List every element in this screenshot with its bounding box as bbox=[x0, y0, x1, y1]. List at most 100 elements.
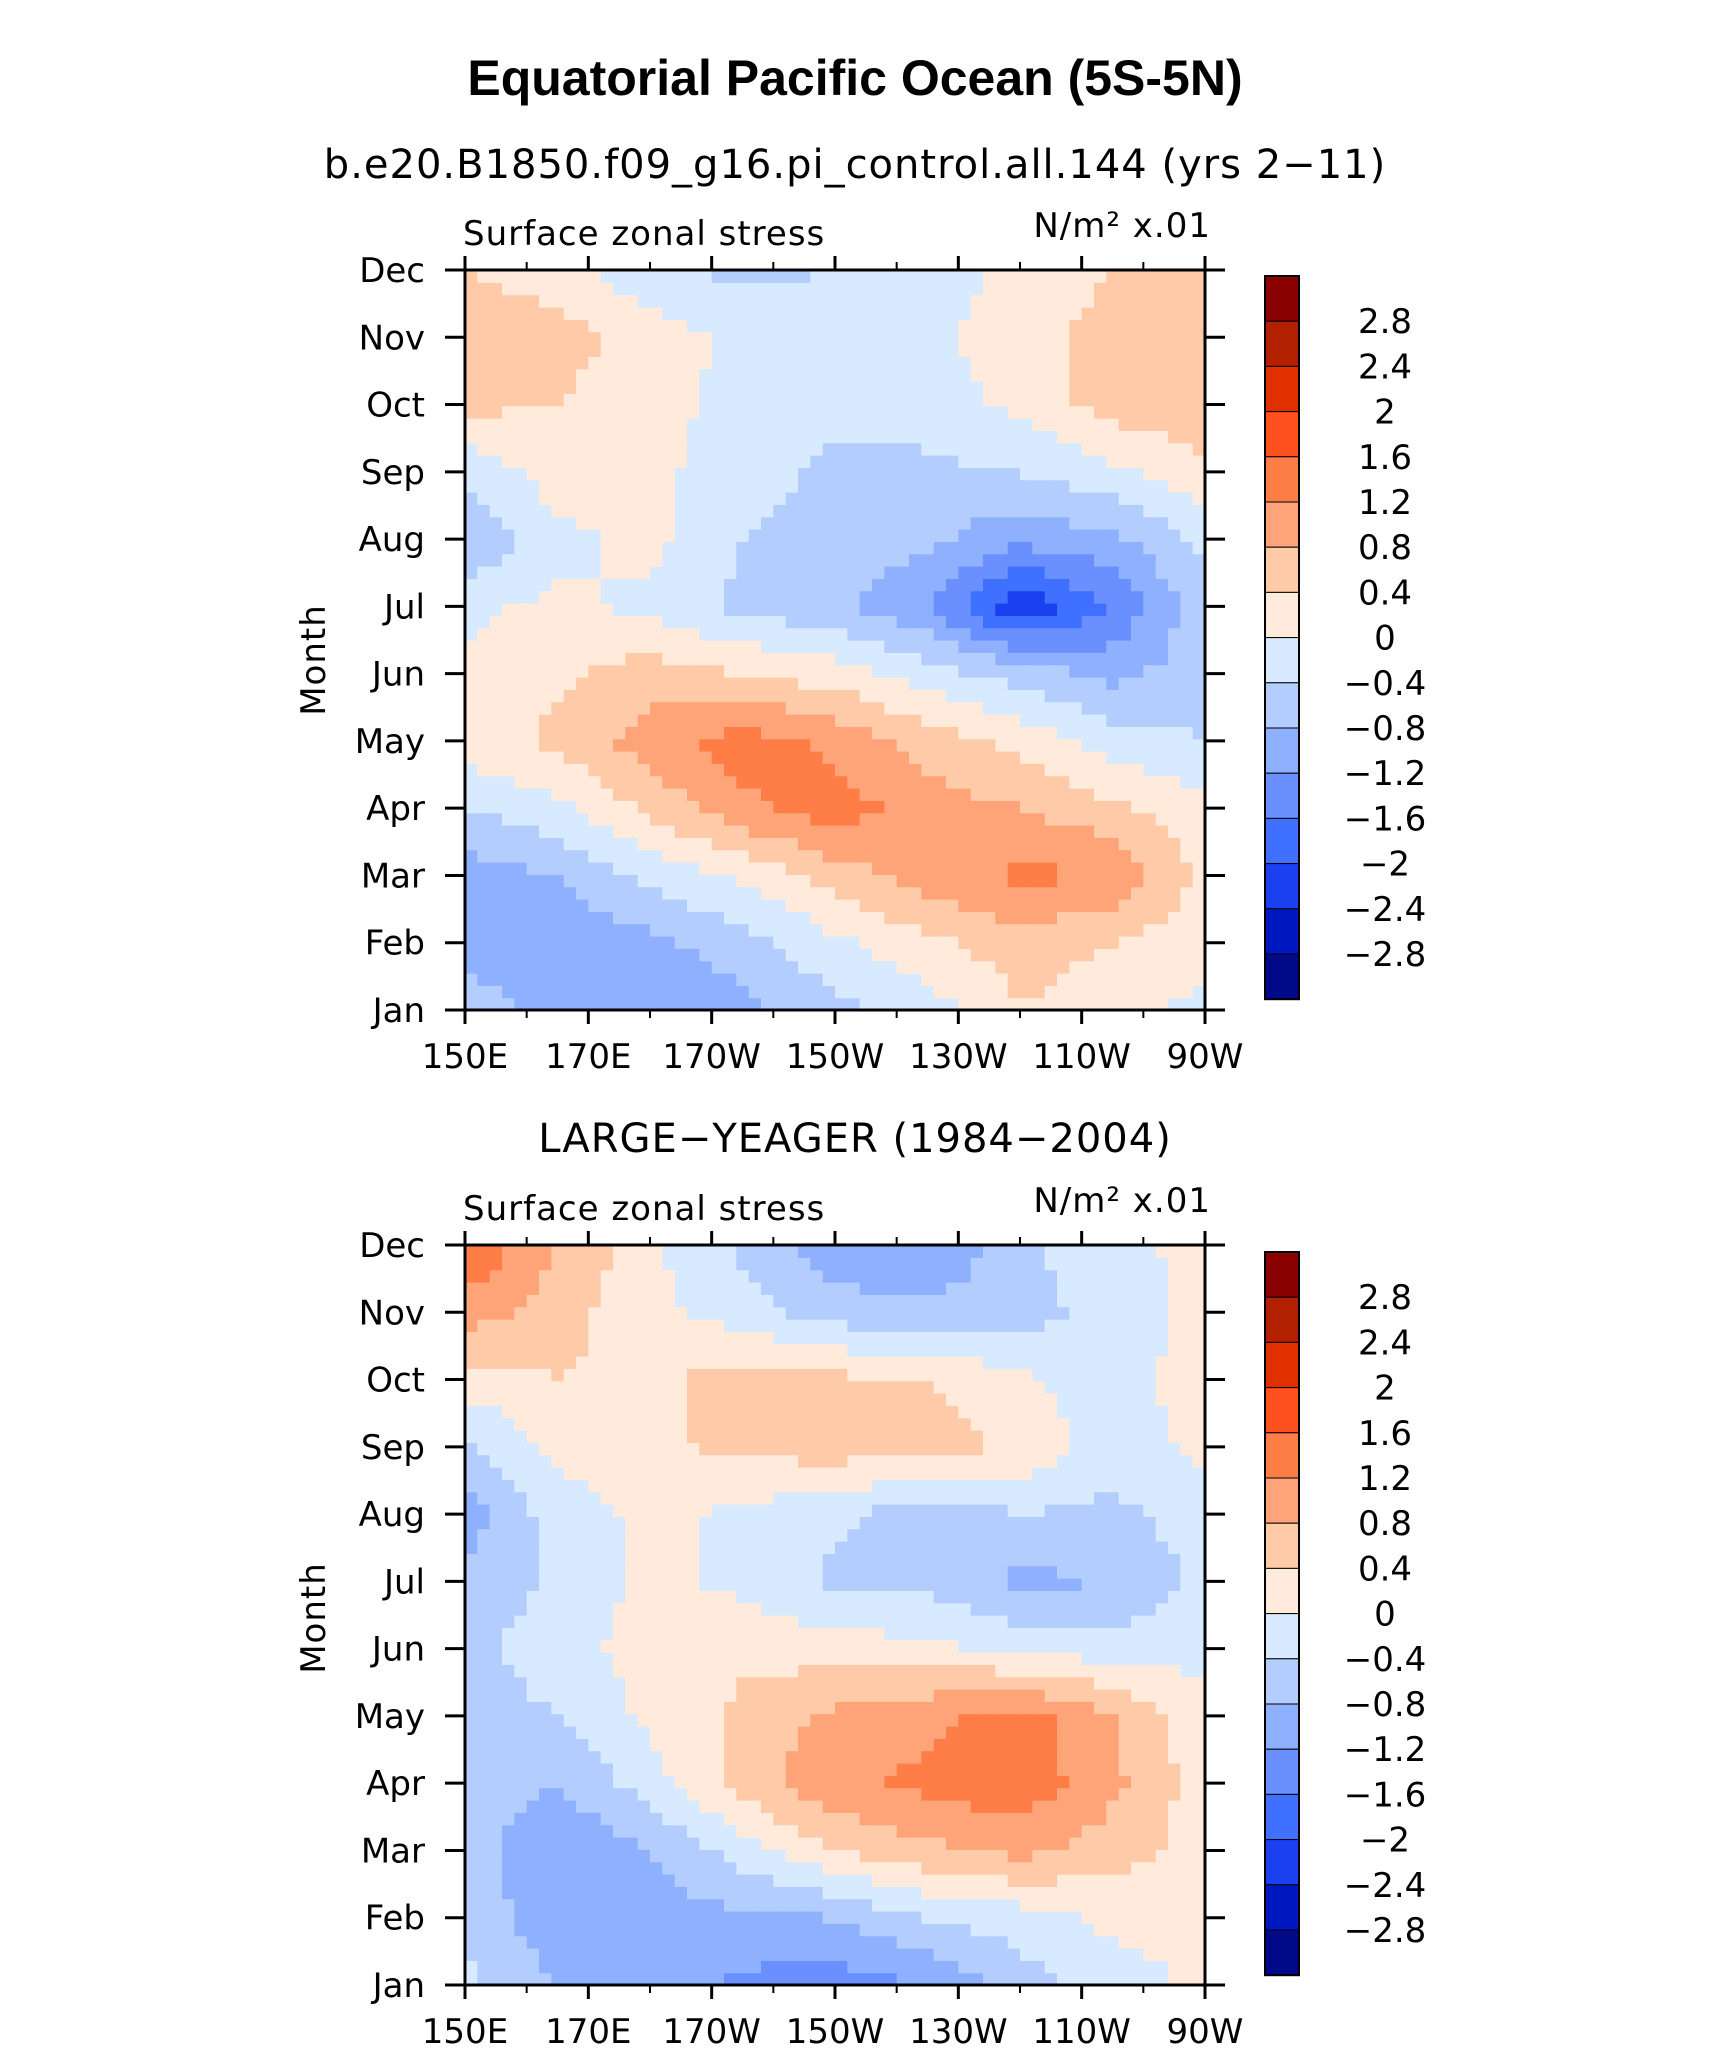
heatmap-cell bbox=[835, 270, 848, 283]
heatmap-cell bbox=[773, 652, 787, 666]
heatmap-cell bbox=[637, 1898, 651, 1912]
heatmap-cell bbox=[637, 504, 651, 518]
heatmap-cell bbox=[785, 997, 799, 1011]
heatmap-cell bbox=[872, 294, 885, 308]
heatmap-cell bbox=[1057, 467, 1070, 481]
heatmap-cell bbox=[884, 936, 898, 949]
heatmap-cell bbox=[785, 837, 799, 851]
heatmap-cell bbox=[625, 356, 639, 370]
heatmap-cell bbox=[761, 492, 774, 505]
heatmap-cell bbox=[859, 714, 873, 727]
heatmap-cell bbox=[835, 368, 848, 382]
heatmap-cell bbox=[526, 738, 540, 752]
heatmap-cell bbox=[921, 590, 935, 604]
heatmap-cell bbox=[600, 1738, 614, 1752]
heatmap-cell bbox=[477, 948, 491, 962]
heatmap-cell bbox=[1118, 603, 1132, 616]
heatmap-cell bbox=[1032, 997, 1046, 1011]
heatmap-cell bbox=[822, 307, 836, 320]
heatmap-cell bbox=[995, 899, 1009, 912]
heatmap-cell bbox=[576, 455, 589, 468]
heatmap-cell bbox=[761, 763, 774, 777]
heatmap-cell bbox=[514, 862, 528, 875]
heatmap-cell bbox=[1180, 973, 1194, 986]
heatmap-cell bbox=[1143, 664, 1157, 678]
heatmap-cell bbox=[983, 812, 996, 826]
heatmap-cell bbox=[859, 1763, 873, 1776]
heatmap-cell bbox=[576, 1948, 589, 1961]
heatmap-cell bbox=[970, 1763, 984, 1776]
heatmap-cell bbox=[835, 788, 848, 801]
heatmap-cell bbox=[884, 319, 898, 333]
heatmap-cell bbox=[1155, 1972, 1169, 1986]
heatmap-cell bbox=[1168, 405, 1181, 419]
heatmap-cell bbox=[835, 874, 848, 888]
heatmap-cell bbox=[1118, 344, 1132, 357]
heatmap-cell bbox=[662, 553, 676, 567]
heatmap-cell bbox=[896, 701, 910, 715]
heatmap-cell bbox=[970, 923, 984, 937]
heatmap-cell bbox=[489, 948, 503, 962]
heatmap-cell bbox=[933, 467, 947, 481]
heatmap-cell bbox=[810, 1886, 824, 1900]
heatmap-cell bbox=[1081, 960, 1095, 974]
heatmap-cell bbox=[1106, 862, 1120, 875]
heatmap-cell bbox=[798, 751, 811, 764]
heatmap-cell bbox=[736, 1824, 750, 1838]
heatmap-cell bbox=[1044, 504, 1058, 518]
heatmap-cell bbox=[576, 1923, 589, 1937]
heatmap-cell bbox=[859, 923, 873, 937]
heatmap-cell bbox=[761, 504, 774, 518]
heatmap-cell bbox=[1007, 319, 1021, 333]
heatmap-cell bbox=[847, 1849, 861, 1863]
heatmap-cell bbox=[1020, 849, 1033, 863]
heatmap-cell bbox=[1032, 1812, 1046, 1826]
heatmap-cell bbox=[514, 874, 528, 888]
heatmap-cell bbox=[1032, 1911, 1046, 1924]
heatmap-cell bbox=[613, 726, 626, 740]
heatmap-cell bbox=[1069, 640, 1083, 653]
heatmap-cell bbox=[1007, 331, 1021, 345]
heatmap-cell bbox=[1180, 282, 1194, 296]
heatmap-cell bbox=[1020, 319, 1033, 333]
colorbar-swatch bbox=[1264, 365, 1300, 413]
heatmap-cell bbox=[625, 775, 639, 789]
heatmap-cell bbox=[724, 590, 737, 604]
heatmap-cell bbox=[798, 874, 811, 888]
heatmap-cell bbox=[1057, 430, 1070, 444]
heatmap-cell bbox=[1180, 997, 1194, 1011]
heatmap-cell bbox=[465, 1763, 478, 1776]
heatmap-cell bbox=[711, 1849, 725, 1863]
heatmap-cell bbox=[551, 331, 565, 345]
heatmap-cell bbox=[995, 726, 1009, 740]
heatmap-cell bbox=[909, 307, 922, 320]
heatmap-cell bbox=[1168, 886, 1181, 900]
heatmap-cell bbox=[798, 344, 811, 357]
heatmap-cell bbox=[576, 825, 589, 838]
heatmap-cell bbox=[711, 726, 725, 740]
heatmap-cell bbox=[896, 1935, 910, 1949]
heatmap-cell bbox=[859, 418, 873, 431]
heatmap-cell bbox=[785, 1898, 799, 1912]
heatmap-cell bbox=[699, 837, 713, 851]
heatmap-cell bbox=[489, 1726, 503, 1739]
heatmap-cell bbox=[650, 1750, 663, 1764]
heatmap-cell bbox=[674, 1948, 688, 1961]
heatmap-cell bbox=[711, 923, 725, 937]
heatmap-cell bbox=[1168, 1935, 1181, 1949]
heatmap-cell bbox=[1032, 1849, 1046, 1863]
heatmap-cell bbox=[1007, 837, 1021, 851]
heatmap-cell bbox=[1081, 812, 1095, 826]
heatmap-cell bbox=[526, 775, 540, 789]
colorbar-label: 2.4 bbox=[1358, 347, 1412, 387]
heatmap-cell bbox=[526, 751, 540, 764]
heatmap-cell bbox=[502, 936, 515, 949]
heatmap-cell bbox=[687, 516, 700, 530]
heatmap-cell bbox=[896, 1911, 910, 1924]
heatmap-cell bbox=[588, 529, 602, 542]
heatmap-cell bbox=[736, 874, 750, 888]
heatmap-cell bbox=[909, 615, 922, 629]
heatmap-cell bbox=[1118, 911, 1132, 925]
heatmap-cell bbox=[921, 270, 935, 283]
heatmap-cell bbox=[970, 627, 984, 641]
